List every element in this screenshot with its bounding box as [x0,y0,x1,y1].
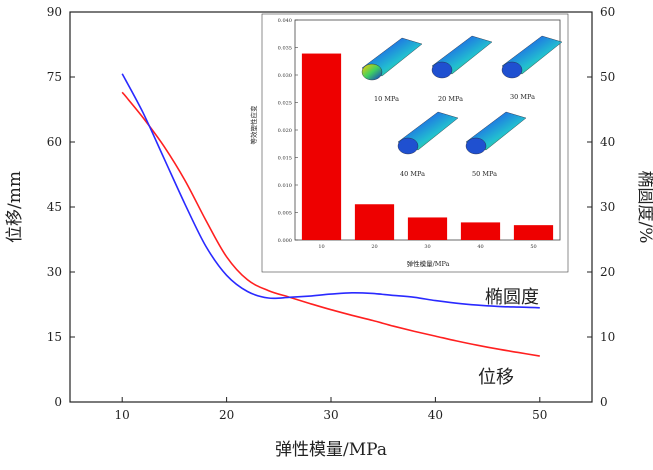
thumbnail-10mpa [361,37,423,81]
inset-x-axis-title: 弹性模量/MPa [407,259,450,268]
y-tick-label: 75 [47,70,62,84]
x-axis-title: 弹性模量/MPa [275,440,387,460]
inset-y-tick-label: 0.025 [278,101,292,107]
inset-y-tick-label: 0.005 [278,211,292,217]
x-tick-label: 20 [219,408,234,422]
y2-axis-title: 椭圆度/% [635,171,653,244]
inset-axes-ticks: 0.000 0.005 0.010 0.015 0.020 0.025 0.030 0.035… [278,18,537,250]
y-tick-label: 30 [47,265,62,279]
x-tick-label: 30 [323,408,338,422]
inset-y-tick-label: 0.035 [278,46,292,52]
y-tick-label: 45 [47,200,62,214]
annotation-displacement: 位移 [478,367,514,388]
inset-bar-50 [513,225,554,240]
inset-bar-30 [407,217,448,240]
inset-x-tick-label: 20 [371,244,377,250]
inset-bar-40 [460,222,501,240]
inset-y-axis-title: 等效塑性应变 [249,105,258,145]
thumbnail-50mpa [465,111,527,155]
x-tick-label: 10 [115,408,130,422]
y-tick-label: 15 [47,330,62,344]
inset-x-tick-label: 50 [530,244,536,250]
thumbnail-30mpa [501,35,563,79]
y2-tick-label: 50 [600,70,615,84]
thumbnail-label-10mpa: 10 MPa [374,95,399,103]
y2-tick-label: 10 [600,330,615,344]
inset-y-tick-label: 0.020 [278,128,292,134]
y-axis-title: 位移/mm [5,171,25,243]
thumbnail-label-40mpa: 40 MPa [400,170,425,178]
x-tick-label: 50 [532,408,547,422]
y-tick-label: 60 [47,135,62,149]
displacement-line [121,91,540,357]
y2-tick-label: 30 [600,200,615,214]
inset-bar-10 [301,53,342,240]
inset-y-tick-label: 0.030 [278,73,292,79]
y-tick-label: 0 [54,395,62,409]
inset-x-tick-label: 10 [318,244,324,250]
inset-x-tick-label: 40 [477,244,483,250]
thumbnail-label-30mpa: 30 MPa [510,93,535,101]
ovality-line [121,73,540,309]
inset-y-tick-label: 0.015 [278,156,292,162]
main-axes-ticks: 10 20 30 40 50 0 15 30 45 60 75 90 0 10 20 30 40 50 60 [47,5,616,422]
inset-y-tick-label: 0.040 [278,18,292,24]
y-tick-label: 90 [47,5,62,19]
thumbnail-20mpa [431,35,493,79]
thumbnail-label-50mpa: 50 MPa [472,170,497,178]
annotation-ovality: 椭圆度 [485,287,539,308]
inset-chart: 0.000 0.005 0.010 0.015 0.020 0.025 0.030 0.035… [249,13,569,273]
inset-x-tick-label: 30 [424,244,430,250]
inset-bars [301,53,554,240]
inset-y-tick-label: 0.010 [278,183,292,189]
thumbnail-40mpa [397,111,459,155]
y2-tick-label: 20 [600,265,615,279]
inset-y-tick-label: 0.000 [278,238,292,244]
main-series-lines [121,73,540,357]
y2-tick-label: 0 [600,395,608,409]
x-tick-label: 40 [428,408,443,422]
thumbnail-label-20mpa: 20 MPa [438,95,463,103]
inset-bar-20 [354,204,395,240]
y2-tick-label: 40 [600,135,615,149]
y2-tick-label: 60 [600,5,615,19]
